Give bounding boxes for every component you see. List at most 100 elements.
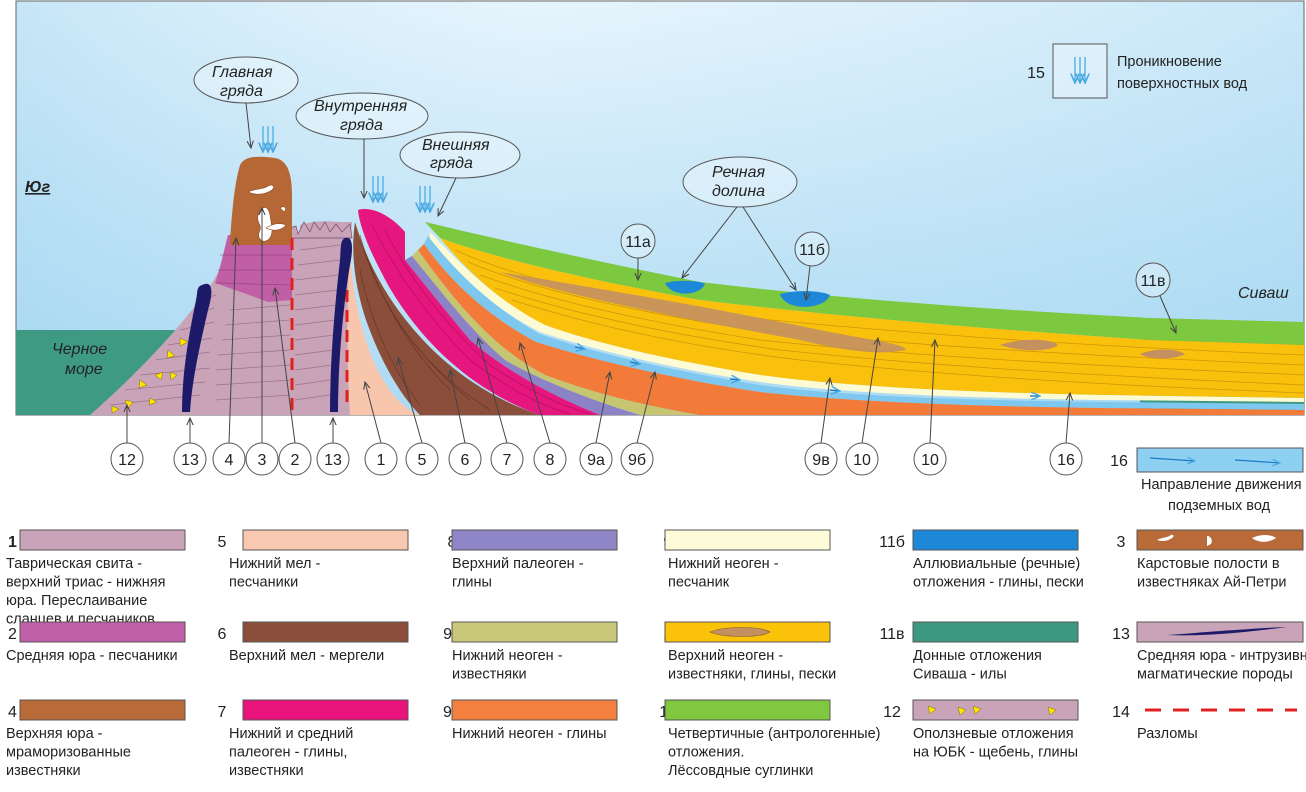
legend-text-line: мраморизованные (6, 745, 131, 761)
bottom-number-label: 9в (812, 452, 829, 469)
south-label: Юг (25, 179, 51, 196)
bottom-number-callout: 10 (845, 442, 879, 476)
legend-text-line: Верхний неоген - (668, 648, 783, 664)
legend-text-line: Карстовые полости в (1137, 556, 1280, 572)
legend-item: 4 Верхняя юра - мраморизованные известняки (6, 699, 186, 779)
bottom-number-label: 13 (324, 452, 342, 469)
bottom-number-label: 10 (853, 452, 871, 469)
legend-text-line: глины (452, 575, 492, 591)
legend-text-line: Верхняя юра - (6, 726, 103, 742)
legend-swatch (1137, 700, 1303, 720)
bottom-number-callout: 16 (1049, 442, 1083, 476)
legend-text-line: Донные отложения (913, 648, 1042, 664)
bottom-number-callout: 6 (448, 442, 482, 476)
callout-11b: 11б (799, 242, 825, 259)
bottom-number-label: 6 (461, 452, 470, 469)
legend-16-box (1136, 447, 1304, 473)
legend-text-line: магматические породы (1137, 667, 1293, 683)
legend-swatch (451, 621, 618, 643)
bottom-number-callout: 7 (490, 442, 524, 476)
legend-text-line: Нижний неоген - глины (452, 726, 607, 742)
bottom-number-callout: 9а (579, 442, 613, 476)
legend-swatch (19, 699, 186, 721)
layer-9v (430, 232, 1304, 402)
layer-5 (345, 250, 420, 415)
river-valley-label-1: Речная (712, 164, 765, 181)
legend-text-line: Разломы (1137, 726, 1198, 742)
legend-number: 11б (879, 534, 905, 551)
legend-item: 11б Аллювиальные (речные) отложения - глин… (879, 529, 1084, 591)
bottom-number-label: 5 (418, 452, 427, 469)
legend-15-num: 15 (1027, 65, 1045, 82)
black-sea-label-2: море (65, 361, 103, 378)
bottom-number-callout: 9б (620, 442, 654, 476)
legend-text-line: верхний триас - нижняя (6, 575, 166, 591)
lens-10-b (1000, 339, 1058, 351)
bottom-number-callout: 9в (804, 442, 838, 476)
legend-16-text-1: Направление движения (1141, 477, 1302, 493)
legend-text-line: Таврическая свита - (6, 556, 142, 572)
outer-ridge-label-1: Внешняя (422, 137, 490, 154)
legend-number: 13 (1112, 626, 1130, 643)
sivash-label: Сиваш (1238, 285, 1289, 302)
legend-swatch (242, 699, 409, 721)
legend-16-num: 16 (1110, 453, 1128, 470)
layer-11a (425, 222, 1304, 345)
legend-15-text-1: Проникновение (1117, 54, 1222, 70)
legend-text-line: Оползневые отложения (913, 726, 1074, 742)
bottom-number-label: 4 (225, 452, 234, 469)
legend-number: 1 (8, 534, 17, 551)
legend-swatch (19, 621, 186, 643)
legend-swatch (664, 529, 831, 551)
main-ridge-label-1: Главная (212, 64, 273, 81)
layer-9b (418, 244, 1304, 415)
legend-text-line: отложения - глины, пески (913, 575, 1084, 591)
bottom-number-label: 16 (1057, 452, 1075, 469)
legend-text-line: юра. Переслаивание (6, 593, 147, 609)
bottom-number-label: 1 (377, 452, 386, 469)
legend-swatch (451, 529, 618, 551)
legend-text-line: Аллювиальные (речные) (913, 556, 1080, 572)
layer-7 (358, 209, 600, 415)
callout-11v: 11в (1140, 273, 1165, 290)
bottom-number-callout: 10 (913, 442, 947, 476)
legend-number: 6 (218, 626, 227, 643)
legend-swatch (451, 699, 618, 721)
inner-ridge-label-2: гряда (340, 117, 383, 134)
layer-9a (412, 250, 700, 415)
intrusion-13-a (182, 283, 212, 412)
legend-item: 12 Оползневые отложения на ЮБК - щебень, г… (883, 699, 1079, 761)
landslide-deposits (111, 337, 189, 414)
legend-number: 12 (883, 704, 901, 721)
legend-text-line: известняки (229, 763, 304, 779)
bottom-number-callout: 13 (173, 442, 207, 476)
bottom-number-label: 13 (181, 452, 199, 469)
bottom-number-label: 3 (258, 452, 267, 469)
inner-ridge-label-1: Внутренняя (314, 98, 408, 115)
legend-text-line: известняки (452, 667, 527, 683)
legend-number: 5 (218, 534, 227, 551)
legend-number: 14 (1112, 704, 1130, 721)
fault-lines (290, 238, 349, 410)
legend-text-line: Четвертичные (антрологенные) (668, 726, 880, 742)
legend-text-line: Нижний и средний (229, 726, 353, 742)
legend-text-line: Нижний неоген - (452, 648, 563, 664)
legend-text-line: известняках Ай-Петри (1137, 575, 1287, 591)
legend-item: 14 Разломы (1112, 700, 1303, 742)
outer-ridge-label-2: гряда (430, 155, 473, 172)
bottom-number-label: 7 (503, 452, 512, 469)
legend-item: 9аНижний неоген -известняки (443, 621, 618, 683)
legend-swatch (912, 621, 1079, 643)
bottom-number-label: 12 (118, 452, 136, 469)
layer-10 (440, 238, 1304, 398)
callout-11a: 11а (625, 234, 651, 251)
legend-item: 11в Донные отложения Сиваша - илы (879, 621, 1079, 683)
legend-swatch (242, 621, 409, 643)
bottom-number-callout: 5 (405, 442, 439, 476)
layer-4-limestone (230, 156, 292, 245)
legend-text-line: песчаники (229, 575, 298, 591)
bottom-number-row: 12 13 4 3 2 13 1 5 6 7 8 9а 9б 9в 10 10 16 (110, 442, 1083, 476)
main-ridge-label-2: гряда (220, 83, 263, 100)
